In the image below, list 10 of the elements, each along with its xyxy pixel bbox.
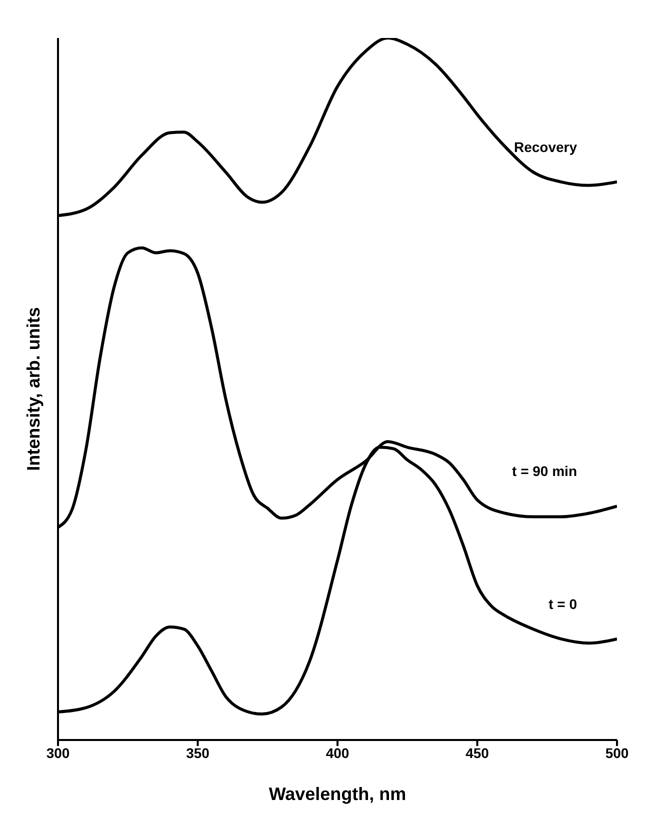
x-tick-label: 450	[466, 744, 490, 761]
text: t = 90 min	[512, 463, 577, 480]
y-axis-title: Intensity, arb. units	[23, 307, 44, 471]
series-label: Recovery	[514, 138, 578, 155]
x-axis-title: Wavelength, nm	[268, 784, 406, 804]
x-tick-label: 500	[605, 744, 629, 761]
x-tick-label: 400	[326, 744, 350, 761]
series-label: t = 0	[548, 596, 578, 612]
x-tick-label: 300	[46, 744, 70, 761]
x-tick-label: 350	[186, 744, 210, 761]
